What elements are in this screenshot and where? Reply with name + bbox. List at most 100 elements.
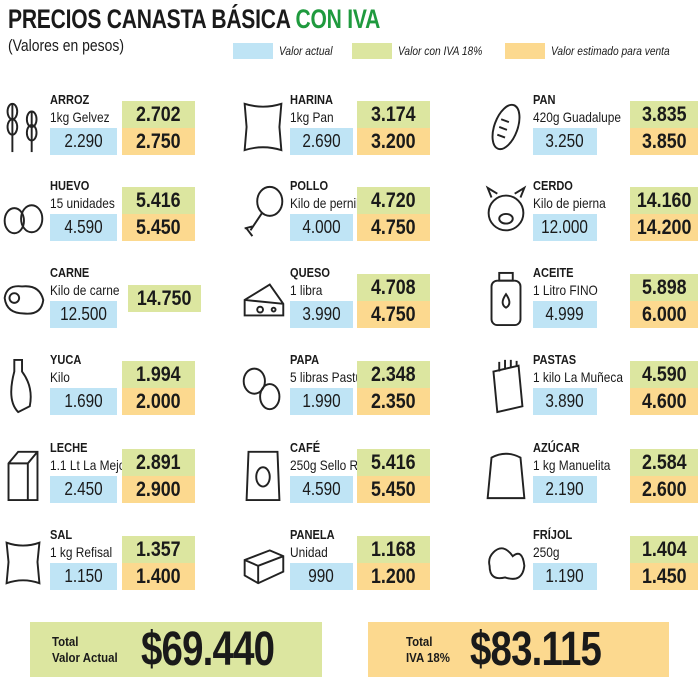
price-actual: 2.290 bbox=[50, 128, 117, 155]
item-description: Unidad bbox=[290, 544, 328, 560]
price-iva-value: 14.160 bbox=[636, 188, 692, 212]
price-actual-value: 2.450 bbox=[64, 479, 103, 499]
price-venta: 2.900 bbox=[122, 476, 195, 503]
price-venta: 4.750 bbox=[357, 301, 430, 328]
price-iva: 4.720 bbox=[357, 187, 430, 214]
price-iva-value: 2.348 bbox=[371, 362, 416, 386]
price-actual-value: 2.190 bbox=[545, 479, 585, 499]
item-description: 1kg Gelvez bbox=[50, 109, 110, 125]
total-actual-value: $69.440 bbox=[140, 623, 275, 676]
price-iva-value: 2.584 bbox=[641, 450, 687, 474]
legend-label: Valor estimado para venta bbox=[551, 43, 670, 58]
price-actual-value: 1.690 bbox=[64, 391, 103, 411]
item-name: ACEITE bbox=[533, 265, 574, 280]
item-description: 1 kg Refisal bbox=[50, 544, 113, 560]
price-item: HARINA 1kg Pan 2.690 3.174 3.200 bbox=[240, 92, 470, 172]
price-item: ARROZ 1kg Gelvez 2.290 2.702 2.750 bbox=[0, 92, 230, 172]
total-iva: Total IVA 18% $83.115 bbox=[368, 622, 669, 677]
price-iva-value: 4.708 bbox=[371, 275, 416, 299]
price-iva: 3.835 bbox=[630, 101, 698, 128]
coffee-bag-icon bbox=[245, 450, 281, 502]
price-actual: 2.190 bbox=[533, 476, 597, 503]
price-venta: 1.450 bbox=[630, 563, 698, 590]
price-venta: 2.750 bbox=[122, 128, 195, 155]
item-name: HARINA bbox=[290, 92, 333, 107]
price-actual: 1.990 bbox=[290, 388, 353, 415]
price-iva: 3.174 bbox=[357, 101, 430, 128]
price-actual: 2.450 bbox=[50, 476, 117, 503]
price-item: PANELA Unidad 990 1.168 1.200 bbox=[240, 527, 470, 607]
eggs-icon bbox=[3, 204, 44, 235]
price-venta-value: 14.200 bbox=[636, 215, 692, 239]
price-actual: 3.250 bbox=[533, 128, 597, 155]
price-item: HUEVO 15 unidades 4.590 5.416 5.450 bbox=[0, 178, 230, 258]
milk-carton-icon bbox=[7, 450, 39, 502]
price-iva: 14.160 bbox=[630, 187, 698, 214]
price-actual: 1.150 bbox=[50, 563, 117, 590]
price-actual-value: 4.000 bbox=[302, 217, 341, 237]
price-iva-value: 3.174 bbox=[371, 102, 416, 126]
legend-label: Valor actual bbox=[279, 43, 333, 58]
item-description: 1kg Pan bbox=[290, 109, 334, 125]
legend-actual: Valor actual bbox=[233, 42, 342, 59]
item-description: 1 kilo La Muñeca bbox=[533, 369, 623, 385]
price-actual-value: 12.000 bbox=[541, 217, 589, 237]
price-item: PAN 420g Guadalupe 3.250 3.835 3.850 bbox=[483, 92, 700, 172]
item-description: Kilo de pernil bbox=[290, 195, 359, 211]
wheat-icon bbox=[6, 102, 38, 153]
price-venta-value: 2.350 bbox=[371, 389, 416, 413]
item-name: PAN bbox=[533, 92, 556, 107]
price-actual: 4.000 bbox=[290, 214, 353, 241]
item-description: Kilo de pierna bbox=[533, 195, 606, 211]
item-description: 250g bbox=[533, 544, 560, 560]
price-venta-value: 6.000 bbox=[641, 302, 687, 326]
price-actual-value: 3.250 bbox=[545, 131, 585, 151]
price-venta-value: 3.200 bbox=[371, 129, 416, 153]
item-name: PASTAS bbox=[533, 352, 577, 367]
bread-icon bbox=[491, 103, 521, 151]
price-actual-value: 4.590 bbox=[64, 217, 103, 237]
price-venta-value: 4.600 bbox=[641, 389, 687, 413]
price-venta: 1.200 bbox=[357, 563, 430, 590]
price-venta-value: 4.750 bbox=[371, 215, 416, 239]
item-name: PANELA bbox=[290, 527, 335, 542]
title-main: PRECIOS CANASTA BÁSICA bbox=[8, 4, 296, 34]
oil-bottle-icon bbox=[490, 271, 522, 327]
price-item: LECHE 1.1 Lt La Mejor 2.450 2.891 2.900 bbox=[0, 440, 230, 520]
total-iva-label: Total IVA 18% bbox=[406, 634, 450, 666]
price-actual-value: 2.290 bbox=[64, 131, 103, 151]
item-description: 250g Sello Rojo bbox=[290, 457, 375, 473]
total-actual: Total Valor Actual $69.440 bbox=[30, 622, 322, 677]
price-item: CARNE Kilo de carne 12.500 14.750 bbox=[0, 265, 230, 345]
steak-icon bbox=[3, 285, 45, 315]
price-item: CERDO Kilo de pierna 12.000 14.160 14.20… bbox=[483, 178, 700, 258]
price-venta-value: 2.600 bbox=[641, 477, 687, 501]
price-venta-value: 1.200 bbox=[371, 564, 416, 588]
price-iva-value: 1.357 bbox=[136, 537, 181, 561]
price-venta-value: 4.750 bbox=[371, 302, 416, 326]
price-iva-value: 4.590 bbox=[641, 362, 687, 386]
subtitle: (Valores en pesos) bbox=[8, 36, 124, 55]
item-name: FRÍJOL bbox=[533, 527, 573, 542]
price-actual-value: 1.190 bbox=[545, 566, 585, 586]
price-actual: 1.690 bbox=[50, 388, 117, 415]
price-actual: 3.990 bbox=[290, 301, 353, 328]
bean-icon bbox=[488, 547, 526, 580]
price-venta: 2.000 bbox=[122, 388, 195, 415]
flour-sack-icon bbox=[243, 102, 283, 152]
price-iva-value: 5.898 bbox=[641, 275, 687, 299]
price-venta: 2.600 bbox=[630, 476, 698, 503]
price-item: CAFÉ 250g Sello Rojo 4.590 5.416 5.450 bbox=[240, 440, 470, 520]
price-actual-value: 2.690 bbox=[302, 131, 341, 151]
price-iva: 4.590 bbox=[630, 361, 698, 388]
legend-venta: Valor estimado para venta bbox=[505, 42, 691, 59]
panela-block-icon bbox=[243, 549, 285, 585]
price-venta-value: 5.450 bbox=[371, 477, 416, 501]
price-actual: 4.590 bbox=[290, 476, 353, 503]
price-iva-value: 14.750 bbox=[137, 286, 192, 310]
price-actual-value: 4.590 bbox=[302, 479, 341, 499]
price-actual-value: 1.150 bbox=[64, 566, 103, 586]
price-venta: 3.850 bbox=[630, 128, 698, 155]
price-item: POLLO Kilo de pernil 4.000 4.720 4.750 bbox=[240, 178, 470, 258]
price-actual: 12.000 bbox=[533, 214, 597, 241]
